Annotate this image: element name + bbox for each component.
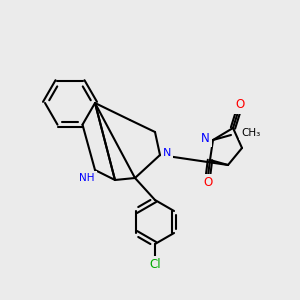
Text: N: N <box>201 131 209 145</box>
Text: Cl: Cl <box>149 259 161 272</box>
Text: O: O <box>203 176 213 190</box>
Text: O: O <box>236 98 244 112</box>
Text: CH₃: CH₃ <box>241 128 260 138</box>
Text: NH: NH <box>79 173 95 183</box>
Text: N: N <box>163 148 171 158</box>
